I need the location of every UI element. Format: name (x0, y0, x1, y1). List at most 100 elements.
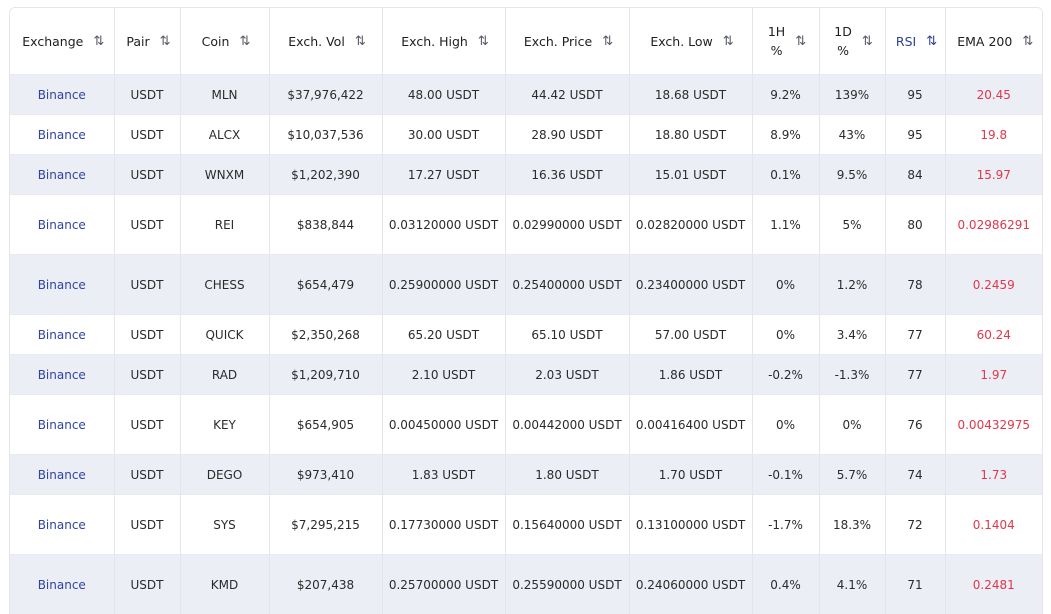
price-cell: 0.00442000 USDT (505, 395, 629, 455)
column-header-ema-200[interactable]: EMA 200 ⇅ (945, 8, 1042, 75)
change-1h-cell: 0.1% (752, 155, 819, 195)
sort-arrows-icon[interactable]: ⇅ (602, 34, 610, 49)
pair-cell: USDT (114, 115, 180, 155)
ema-cell: 0.00432975 (945, 395, 1042, 455)
coin-cell: DEGO (180, 455, 269, 495)
column-header-label: Pair (126, 32, 149, 51)
change-1d-cell: 5% (819, 195, 885, 255)
low-cell: 18.68 USDT (629, 75, 752, 115)
column-header-label: 1H% (768, 22, 785, 60)
sort-arrows-icon[interactable]: ⇅ (723, 34, 731, 49)
sort-arrows-icon[interactable]: ⇅ (862, 34, 870, 49)
column-header-rsi[interactable]: RSI ⇅ (885, 8, 945, 75)
low-cell: 0.02820000 USDT (629, 195, 752, 255)
exchange-link[interactable]: Binance (10, 315, 114, 355)
price-cell: 16.36 USDT (505, 155, 629, 195)
column-header-label: EMA 200 (957, 32, 1012, 51)
high-cell: 1.83 USDT (382, 455, 505, 495)
column-header-label: Coin (202, 32, 230, 51)
exchange-link[interactable]: Binance (10, 355, 114, 395)
column-header-label: RSI (896, 32, 916, 51)
change-1h-cell: 1.1% (752, 195, 819, 255)
exchange-link[interactable]: Binance (10, 115, 114, 155)
high-cell: 30.00 USDT (382, 115, 505, 155)
sort-arrows-icon[interactable]: ⇅ (926, 34, 934, 49)
column-header-1h-percent[interactable]: 1H% ⇅ (752, 8, 819, 75)
exchange-link[interactable]: Binance (10, 195, 114, 255)
high-cell: 65.20 USDT (382, 315, 505, 355)
sort-arrows-icon[interactable]: ⇅ (239, 34, 247, 49)
column-header-exchange[interactable]: Exchange⇅ (10, 8, 114, 75)
exchange-link[interactable]: Binance (10, 455, 114, 495)
column-header-1d-percent[interactable]: 1D% ⇅ (819, 8, 885, 75)
column-header-exch-low[interactable]: Exch. Low⇅ (629, 8, 752, 75)
column-header-label: Exch. High (401, 32, 468, 51)
high-cell: 0.03120000 USDT (382, 195, 505, 255)
column-header-pair[interactable]: Pair ⇅ (114, 8, 180, 75)
change-1d-cell: 3.4% (819, 315, 885, 355)
pair-cell: USDT (114, 555, 180, 614)
change-1d-cell: 139% (819, 75, 885, 115)
rsi-cell: 80 (885, 195, 945, 255)
exchange-link[interactable]: Binance (10, 495, 114, 555)
high-cell: 2.10 USDT (382, 355, 505, 395)
low-cell: 0.23400000 USDT (629, 255, 752, 315)
change-1h-cell: 9.2% (752, 75, 819, 115)
sort-arrows-icon[interactable]: ⇅ (478, 34, 486, 49)
price-cell: 1.80 USDT (505, 455, 629, 495)
exchange-link[interactable]: Binance (10, 255, 114, 315)
column-header-exch-vol[interactable]: Exch. Vol⇅ (269, 8, 382, 75)
exchange-link[interactable]: Binance (10, 555, 114, 614)
sort-arrows-icon[interactable]: ⇅ (355, 34, 363, 49)
price-cell: 0.25590000 USDT (505, 555, 629, 614)
ema-cell: 0.02986291 (945, 195, 1042, 255)
volume-cell: $1,202,390 (269, 155, 382, 195)
ema-cell: 0.1404 (945, 495, 1042, 555)
coin-cell: REI (180, 195, 269, 255)
change-1h-cell: 8.9% (752, 115, 819, 155)
change-1d-cell: 4.1% (819, 555, 885, 614)
low-cell: 18.80 USDT (629, 115, 752, 155)
change-1h-cell: -0.1% (752, 455, 819, 495)
price-cell: 0.25400000 USDT (505, 255, 629, 315)
rsi-cell: 77 (885, 355, 945, 395)
sort-arrows-icon[interactable]: ⇅ (93, 34, 101, 49)
high-cell: 0.17730000 USDT (382, 495, 505, 555)
column-header-exch-price[interactable]: Exch. Price⇅ (505, 8, 629, 75)
column-header-exch-high[interactable]: Exch. High ⇅ (382, 8, 505, 75)
coin-cell: RAD (180, 355, 269, 395)
sort-arrows-icon[interactable]: ⇅ (160, 34, 168, 49)
sort-arrows-icon[interactable]: ⇅ (1022, 34, 1030, 49)
rsi-cell: 84 (885, 155, 945, 195)
rsi-cell: 76 (885, 395, 945, 455)
price-cell: 28.90 USDT (505, 115, 629, 155)
exchange-link[interactable]: Binance (10, 395, 114, 455)
price-cell: 0.15640000 USDT (505, 495, 629, 555)
volume-cell: $2,350,268 (269, 315, 382, 355)
rsi-cell: 78 (885, 255, 945, 315)
column-header-coin[interactable]: Coin ⇅ (180, 8, 269, 75)
pair-cell: USDT (114, 195, 180, 255)
coin-cell: KEY (180, 395, 269, 455)
change-1h-cell: 0% (752, 395, 819, 455)
coin-cell: MLN (180, 75, 269, 115)
price-cell: 44.42 USDT (505, 75, 629, 115)
sort-arrows-icon[interactable]: ⇅ (795, 34, 803, 49)
low-cell: 0.13100000 USDT (629, 495, 752, 555)
exchange-link[interactable]: Binance (10, 155, 114, 195)
column-header-label: 1D% (834, 22, 852, 60)
coin-cell: KMD (180, 555, 269, 614)
exchange-link[interactable]: Binance (10, 75, 114, 115)
